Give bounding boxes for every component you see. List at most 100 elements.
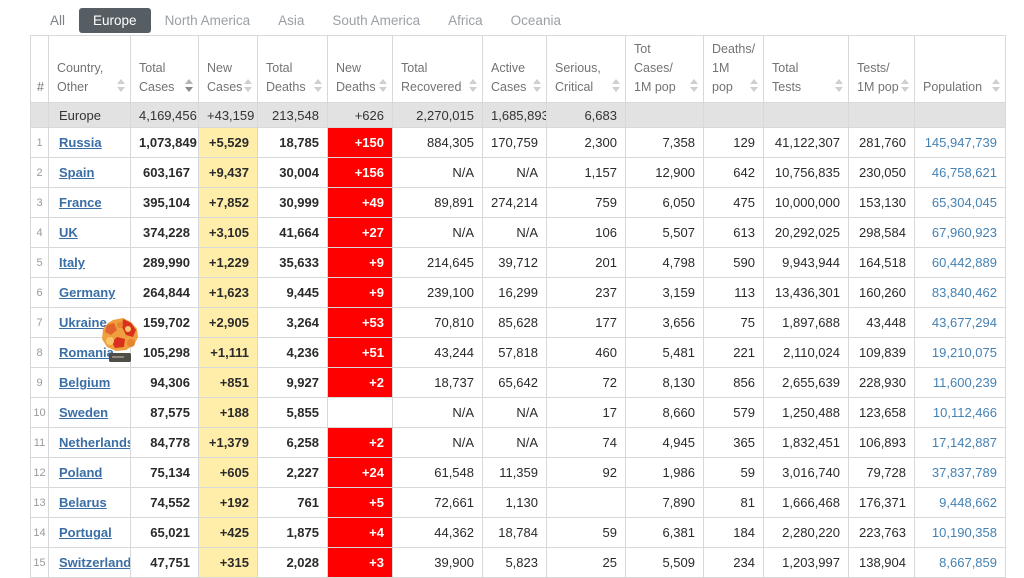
- tests_1m-cell: 228,930: [848, 367, 915, 399]
- table-row: 1 Russia 1,073,849 +5,529 18,785 +150 884,305 1…: [30, 127, 1006, 159]
- col-header-country[interactable]: Country, Other: [48, 34, 131, 104]
- population-cell[interactable]: 9,448,662: [914, 487, 1006, 519]
- population-cell[interactable]: 17,142,887: [914, 427, 1006, 459]
- table-row: 4 UK 374,228 +3,105 41,664 +27 N/A N/A 106 5,507 6…: [30, 217, 1006, 249]
- active_cases-cell: 1,685,893: [482, 102, 547, 129]
- total_deaths-cell: 30,999: [257, 187, 328, 219]
- tab-europe[interactable]: Europe: [79, 7, 151, 33]
- total_deaths-cell: 18,785: [257, 127, 328, 159]
- sort-icon: [900, 79, 909, 93]
- active_cases-cell: 85,628: [482, 307, 547, 339]
- country-link[interactable]: Switzerland: [59, 555, 131, 571]
- deaths_1m-cell: 613: [703, 217, 764, 249]
- tab-oceania[interactable]: Oceania: [510, 12, 561, 28]
- col-header-tests_1m[interactable]: Tests/ 1M pop: [848, 34, 915, 104]
- deaths_1m-cell: 221: [703, 337, 764, 369]
- tab-south-america[interactable]: South America: [332, 12, 421, 28]
- col-header-total_recovered[interactable]: Total Recovered: [392, 34, 483, 104]
- total_cases-cell: 289,990: [130, 247, 199, 279]
- population-cell[interactable]: 65,304,045: [914, 187, 1006, 219]
- total_recovered-cell: 214,645: [392, 247, 483, 279]
- population-cell[interactable]: 43,677,294: [914, 307, 1006, 339]
- population-cell[interactable]: 11,600,239: [914, 367, 1006, 399]
- active_cases-cell: 65,642: [482, 367, 547, 399]
- sort-icon: [689, 79, 698, 93]
- new_deaths-cell: +156: [327, 157, 393, 189]
- population-cell[interactable]: 67,960,923: [914, 217, 1006, 249]
- population-cell[interactable]: 8,667,859: [914, 547, 1006, 578]
- country-link[interactable]: Spain: [59, 165, 95, 181]
- col-header-new_deaths[interactable]: New Deaths: [327, 34, 393, 104]
- new_deaths-cell: +27: [327, 217, 393, 249]
- country-link[interactable]: Romania: [59, 345, 114, 361]
- cases_1m-cell: 7,358: [625, 127, 704, 159]
- serious_critical-cell: 92: [546, 457, 626, 489]
- total_cases-cell: 4,169,456: [130, 102, 199, 129]
- total_recovered-cell: 884,305: [392, 127, 483, 159]
- tab-north-america[interactable]: North America: [164, 12, 251, 28]
- total_cases-cell: 374,228: [130, 217, 199, 249]
- col-header-serious_critical[interactable]: Serious, Critical: [546, 34, 626, 104]
- rank-cell: 15: [30, 547, 49, 578]
- population-cell[interactable]: 10,190,358: [914, 517, 1006, 549]
- country-link[interactable]: Poland: [59, 465, 103, 481]
- tests_1m-cell: 230,050: [848, 157, 915, 189]
- new_deaths-cell: +9: [327, 247, 393, 279]
- serious_critical-cell: 106: [546, 217, 626, 249]
- new_deaths-cell: +150: [327, 127, 393, 159]
- col-header-total_tests[interactable]: Total Tests: [763, 34, 849, 104]
- col-header-active_cases[interactable]: Active Cases: [482, 34, 547, 104]
- col-header-population[interactable]: Population: [914, 34, 1006, 104]
- population-cell[interactable]: 46,758,621: [914, 157, 1006, 189]
- country-link[interactable]: Italy: [59, 255, 86, 271]
- population-cell[interactable]: 10,112,466: [914, 397, 1006, 429]
- country-link[interactable]: France: [59, 195, 102, 211]
- country-cell: Switzerland: [48, 547, 131, 578]
- population-cell[interactable]: 19,210,075: [914, 337, 1006, 369]
- active_cases-cell: N/A: [482, 157, 547, 189]
- col-header-cases_1m[interactable]: Tot Cases/ 1M pop: [625, 34, 704, 104]
- country-link[interactable]: Russia: [59, 135, 102, 151]
- population-cell[interactable]: 83,840,462: [914, 277, 1006, 309]
- continent-total-row: Europe 4,169,456 +43,159 213,548 +626 2,270,0…: [30, 102, 1006, 129]
- sort-icon: [378, 79, 387, 93]
- country-link[interactable]: Belarus: [59, 495, 107, 511]
- deaths_1m-cell: 184: [703, 517, 764, 549]
- population-cell[interactable]: 60,442,889: [914, 247, 1006, 279]
- total_deaths-cell: 35,633: [257, 247, 328, 279]
- country-link[interactable]: Sweden: [59, 405, 109, 421]
- country-link[interactable]: Netherlands: [59, 435, 131, 451]
- active_cases-cell: 170,759: [482, 127, 547, 159]
- country-cell: Germany: [48, 277, 131, 309]
- rank-cell: 9: [30, 367, 49, 399]
- col-header-deaths_1m[interactable]: Deaths/ 1M pop: [703, 34, 764, 104]
- population-cell[interactable]: 37,837,789: [914, 457, 1006, 489]
- total_cases-cell: 603,167: [130, 157, 199, 189]
- col-header-total_cases[interactable]: Total Cases: [130, 34, 199, 104]
- tab-all[interactable]: All: [50, 12, 66, 28]
- country-cell: France: [48, 187, 131, 219]
- serious_critical-cell: 6,683: [546, 102, 626, 129]
- country-cell: Belgium: [48, 367, 131, 399]
- tests_1m-cell: 106,893: [848, 427, 915, 459]
- country-link[interactable]: Germany: [59, 285, 116, 301]
- table-row: 14 Portugal 65,021 +425 1,875 +4 44,362 18,784 5…: [30, 517, 1006, 549]
- new_deaths-cell: +3: [327, 547, 393, 578]
- deaths_1m-cell: 113: [703, 277, 764, 309]
- col-header-label: Tot Cases/ 1M pop: [634, 42, 676, 94]
- country-link[interactable]: Portugal: [59, 525, 112, 541]
- total_tests-cell: 9,943,944: [763, 247, 849, 279]
- tab-africa[interactable]: Africa: [448, 12, 483, 28]
- col-header-new_cases[interactable]: New Cases: [198, 34, 258, 104]
- col-header-label: Total Tests: [772, 60, 802, 94]
- country-link[interactable]: Ukraine: [59, 315, 107, 331]
- total_recovered-cell: 18,737: [392, 367, 483, 399]
- country-link[interactable]: UK: [59, 225, 78, 241]
- rank-cell: 1: [30, 127, 49, 159]
- total_tests-cell: 13,436,301: [763, 277, 849, 309]
- col-header-total_deaths[interactable]: Total Deaths: [257, 34, 328, 104]
- tab-asia[interactable]: Asia: [278, 12, 305, 28]
- serious_critical-cell: 2,300: [546, 127, 626, 159]
- country-link[interactable]: Belgium: [59, 375, 111, 391]
- population-cell[interactable]: 145,947,739: [914, 127, 1006, 159]
